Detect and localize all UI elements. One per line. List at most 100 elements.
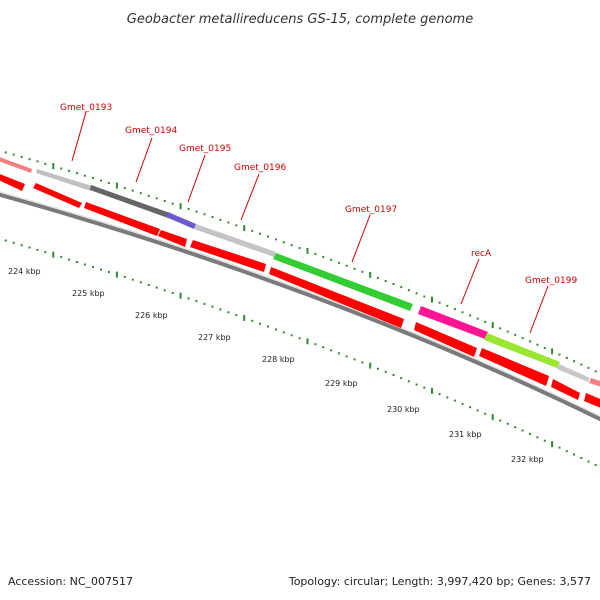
scale-label: 226 kbp — [135, 311, 168, 320]
feature-segment[interactable] — [90, 185, 170, 218]
minor-tick — [107, 271, 110, 273]
cds-arrow[interactable] — [551, 379, 580, 400]
minor-tick — [36, 160, 39, 163]
major-tick — [551, 348, 554, 355]
minor-tick — [580, 457, 583, 459]
minor-tick — [131, 278, 134, 281]
minor-tick — [573, 453, 575, 456]
feature-segment[interactable] — [418, 306, 488, 339]
feature-segment[interactable] — [194, 224, 276, 257]
minor-tick — [28, 158, 31, 161]
minor-tick — [282, 241, 285, 244]
cds-arrow[interactable] — [414, 322, 477, 357]
minor-tick — [187, 207, 190, 210]
minor-tick — [322, 346, 325, 349]
minor-tick — [187, 297, 190, 300]
minor-tick — [195, 300, 198, 303]
cds-arrow[interactable] — [479, 348, 549, 386]
minor-tick — [587, 366, 590, 369]
minor-tick — [20, 155, 23, 158]
gene-label-gmet-0195[interactable]: Gmet_0195 — [179, 144, 231, 154]
minor-tick — [267, 325, 269, 328]
minor-tick — [28, 246, 31, 249]
minor-tick — [558, 353, 561, 356]
cds-arrow[interactable] — [190, 240, 266, 272]
scale-label: 224 kbp — [8, 267, 41, 276]
minor-tick — [337, 261, 340, 264]
minor-tick — [453, 399, 456, 402]
feature-segment[interactable] — [484, 333, 560, 368]
minor-tick — [337, 352, 340, 355]
gene-label-gmet-0193[interactable]: Gmet_0193 — [60, 103, 112, 113]
minor-tick — [415, 383, 418, 386]
minor-tick — [123, 187, 126, 190]
cds-arrow[interactable] — [0, 171, 25, 191]
scale-label: 231 kbp — [449, 430, 482, 439]
minor-tick — [438, 393, 441, 396]
minor-tick — [274, 328, 277, 331]
major-tick — [115, 271, 118, 278]
minor-tick — [171, 292, 174, 294]
feature-segment[interactable] — [0, 154, 32, 173]
gene-leaders — [71, 111, 549, 334]
gene-leader-line — [135, 137, 153, 183]
feature-segment[interactable] — [589, 378, 600, 389]
feature-segment[interactable] — [557, 364, 590, 382]
minor-tick — [219, 308, 222, 311]
feature-band — [0, 154, 600, 389]
cds-arrow[interactable] — [158, 230, 187, 247]
minor-tick — [469, 314, 472, 317]
minor-tick — [423, 386, 426, 389]
cds-arrow[interactable] — [33, 183, 82, 208]
minor-tick — [4, 239, 7, 242]
major-tick — [306, 248, 309, 254]
minor-tick — [44, 162, 47, 165]
scale-label: 232 kbp — [511, 455, 544, 464]
minor-tick — [171, 202, 174, 205]
minor-tick — [147, 194, 150, 197]
feature-segment[interactable] — [273, 253, 413, 311]
minor-tick — [353, 358, 356, 361]
scale-label: 230 kbp — [387, 405, 420, 414]
minor-tick — [446, 396, 449, 399]
gene-label-gmet-0196[interactable]: Gmet_0196 — [234, 163, 286, 173]
minor-tick — [461, 402, 464, 405]
feature-segment[interactable] — [36, 169, 92, 191]
minor-tick — [453, 308, 456, 311]
minor-tick — [298, 247, 301, 250]
minor-tick — [345, 355, 348, 358]
minor-tick — [68, 258, 71, 261]
feature-segment[interactable] — [166, 212, 196, 229]
gene-leader-line — [240, 173, 260, 221]
minor-tick — [484, 412, 487, 415]
tick-arc-upper — [4, 151, 597, 373]
scale-label: 229 kbp — [325, 379, 358, 388]
genome-summary-text: Topology: circular; Length: 3,997,420 bp… — [288, 575, 591, 588]
major-tick — [52, 251, 55, 258]
gene-label-gmet-0194[interactable]: Gmet_0194 — [125, 126, 177, 136]
minor-tick — [594, 464, 597, 466]
minor-tick — [211, 305, 214, 308]
minor-tick — [580, 363, 583, 366]
minor-tick — [543, 347, 546, 349]
major-tick — [551, 441, 554, 448]
cds-arrow[interactable] — [584, 393, 600, 411]
cds-arrow[interactable] — [84, 202, 160, 236]
major-tick — [243, 314, 246, 321]
minor-tick — [514, 333, 517, 336]
gene-label-gmet-0199[interactable]: Gmet_0199 — [525, 276, 577, 286]
gene-label-gmet-0197[interactable]: Gmet_0197 — [345, 205, 397, 215]
minor-tick — [446, 304, 449, 307]
minor-tick — [195, 210, 198, 213]
minor-tick — [155, 286, 158, 289]
minor-tick — [131, 189, 134, 192]
minor-tick — [506, 330, 509, 333]
minor-tick — [514, 426, 517, 429]
minor-tick — [476, 317, 479, 320]
cds-arrow[interactable] — [269, 267, 404, 328]
gene-label-reca[interactable]: recA — [471, 249, 492, 259]
minor-tick — [44, 251, 47, 254]
minor-tick — [438, 301, 441, 304]
minor-tick — [423, 295, 426, 298]
minor-tick — [219, 218, 222, 221]
